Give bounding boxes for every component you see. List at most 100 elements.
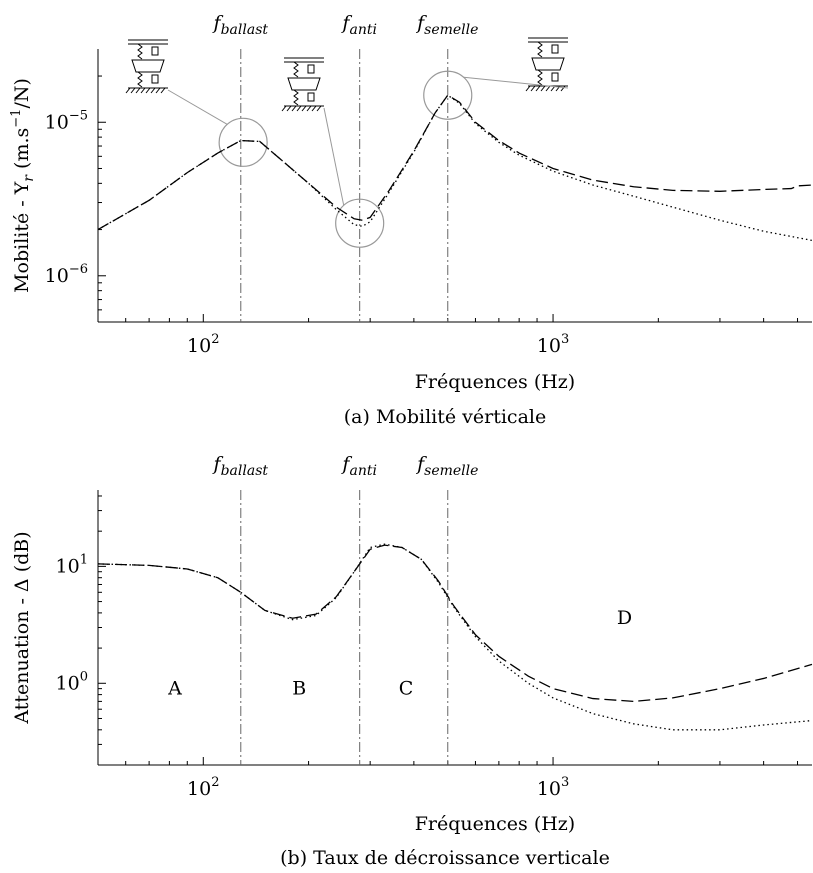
- y-tick-base: 10: [45, 111, 69, 133]
- sketch-mass: [131, 59, 165, 73]
- sketch-hatch: [525, 85, 531, 92]
- sketch-hatch: [311, 105, 317, 112]
- y-tick-exponent: −6: [69, 262, 88, 277]
- sketch-hatch: [316, 105, 322, 112]
- x-axis-label: Fréquences (Hz): [415, 813, 575, 835]
- frequency-marker-label: fsemelle: [415, 453, 478, 479]
- x-tick-base: 10: [187, 778, 211, 800]
- callout-leader-line: [463, 76, 569, 89]
- sketch-hatch: [145, 87, 151, 94]
- x-tick-label: 102: [187, 775, 219, 800]
- sketch-hatch: [306, 105, 312, 112]
- y-tick-label: 100: [56, 669, 88, 694]
- sketch-hatch: [135, 87, 141, 94]
- x-tick-exponent: 3: [561, 775, 569, 790]
- sketch-spring: [537, 69, 543, 86]
- sketch-hatch: [535, 85, 541, 92]
- panel-caption: (a) Mobilité vérticale: [344, 406, 546, 428]
- region-label: B: [292, 678, 306, 700]
- y-tick-exponent: −5: [69, 108, 88, 123]
- marker-symbol: f: [340, 453, 352, 475]
- y-axis-label: Attenuation - Δ (dB): [11, 531, 33, 724]
- sketch-hatch: [160, 87, 166, 94]
- marker-symbol: f: [212, 453, 224, 475]
- x-tick-exponent: 2: [211, 775, 219, 790]
- sketch-mass: [531, 57, 565, 71]
- y-axis-label-main: Mobilité - Y: [11, 181, 33, 293]
- y-tick-exponent: 0: [80, 669, 88, 684]
- frequency-marker-label: fballast: [212, 453, 269, 479]
- sketch-spring: [537, 41, 543, 58]
- sketch-damper: [307, 64, 315, 74]
- x-tick-exponent: 2: [211, 332, 219, 347]
- marker-symbol: f: [415, 453, 427, 475]
- panel-caption: (b) Taux de décroissance verticale: [280, 847, 610, 869]
- callout-leader-line: [323, 107, 345, 206]
- x-tick-base: 10: [537, 778, 561, 800]
- y-tick-base: 10: [45, 265, 69, 287]
- sketch-damper: [151, 74, 159, 84]
- region-label: A: [167, 678, 182, 700]
- sketch-hatch: [540, 85, 546, 92]
- sketch-damper: [151, 46, 159, 56]
- frequency-marker-label: fsemelle: [415, 12, 478, 38]
- frequency-marker-label: fballast: [212, 12, 269, 38]
- marker-subscript: semelle: [424, 22, 478, 38]
- sketch-hatch: [301, 105, 307, 112]
- x-tick-exponent: 3: [561, 332, 569, 347]
- pad-resonance-sketch-icon: [525, 37, 568, 92]
- marker-subscript: ballast: [221, 463, 269, 479]
- sketch-hatch: [530, 85, 536, 92]
- resonance-highlight-circle: [335, 198, 385, 248]
- sketch-spring: [137, 71, 143, 88]
- series-line-dotted: [97, 94, 813, 242]
- y-tick-label: 10−6: [45, 262, 88, 287]
- frequency-marker-label: fanti: [340, 453, 377, 479]
- marker-symbol: f: [212, 12, 224, 34]
- sketch-hatch: [150, 87, 156, 94]
- ballast-resonance-sketch-icon: [125, 39, 168, 94]
- y-axis-label-sub: r: [21, 174, 37, 182]
- sketch-hatch: [291, 105, 297, 112]
- sketch-hatch: [125, 87, 131, 94]
- x-tick-base: 10: [537, 335, 561, 357]
- x-tick-label: 103: [537, 775, 569, 800]
- sketch-hatch: [545, 85, 551, 92]
- y-axis-label: Mobilité - Yr (m.s−1/N): [9, 78, 37, 293]
- region-label: C: [399, 678, 414, 700]
- marker-subscript: ballast: [221, 22, 269, 38]
- x-tick-label: 102: [187, 332, 219, 357]
- series-line-dashed: [97, 94, 813, 231]
- sketch-hatch: [296, 105, 302, 112]
- sketch-hatch: [140, 87, 146, 94]
- sketch-hatch: [155, 87, 161, 94]
- sketch-hatch: [130, 87, 136, 94]
- frequency-marker-label: fanti: [340, 12, 377, 38]
- series-line-dotted: [97, 543, 813, 731]
- sketch-damper: [307, 92, 315, 102]
- x-tick-label: 103: [537, 332, 569, 357]
- marker-subscript: anti: [349, 463, 376, 479]
- y-tick-base: 10: [56, 672, 80, 694]
- marker-subscript: anti: [349, 22, 376, 38]
- sketch-spring: [293, 61, 299, 78]
- sketch-spring: [293, 89, 299, 106]
- region-label: D: [617, 607, 632, 629]
- y-tick-base: 10: [56, 555, 80, 577]
- x-tick-base: 10: [187, 335, 211, 357]
- y-axis-label-unit-exponent: −1: [9, 109, 24, 128]
- resonance-highlight-circle: [218, 117, 268, 167]
- y-axis-label-unit-end: /N): [11, 78, 33, 108]
- sketch-hatch: [560, 85, 566, 92]
- marker-subscript: semelle: [424, 463, 478, 479]
- sketch-mass: [287, 77, 321, 91]
- resonance-highlight-circle: [423, 70, 473, 120]
- marker-symbol: f: [415, 12, 427, 34]
- anti-resonance-sketch-icon: [281, 57, 324, 112]
- sketch-hatch: [281, 105, 287, 112]
- series-line-dashed: [97, 544, 813, 703]
- y-tick-label: 10−5: [45, 108, 88, 133]
- x-axis-label: Fréquences (Hz): [415, 371, 575, 393]
